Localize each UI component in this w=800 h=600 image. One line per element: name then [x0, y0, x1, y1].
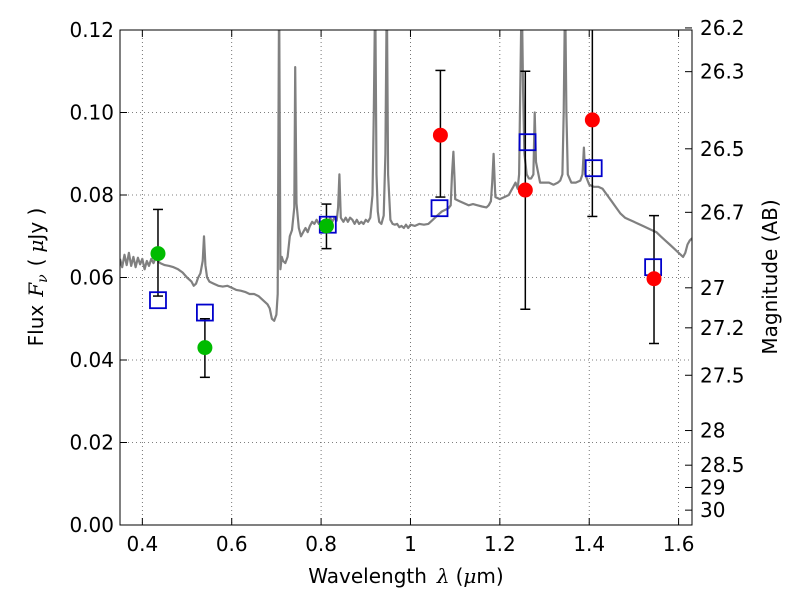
x-tick-label: 1.4 [573, 532, 605, 556]
measured-red-marker [517, 182, 533, 198]
y2-tick-label: 26.5 [700, 137, 745, 161]
y-tick-label: 0.12 [69, 18, 114, 42]
plot-area [120, 30, 692, 322]
y2-tick-label: 26.3 [700, 60, 745, 84]
y2-tick-label: 26.2 [700, 16, 745, 40]
measured-red-marker [432, 127, 448, 143]
y-tick-label: 0.08 [69, 183, 114, 207]
x-tick-label: 0.6 [216, 532, 248, 556]
model-box [518, 133, 537, 152]
plot-background [120, 30, 692, 525]
measured-green-marker [318, 218, 334, 234]
model-box [149, 291, 167, 310]
x-tick-label: 1 [404, 532, 417, 556]
y-axis-title: FluxFν(μJy ) [24, 208, 51, 347]
x-tick-label: 0.4 [126, 532, 158, 556]
x-tick-label: 1.6 [663, 532, 695, 556]
model-box [196, 303, 214, 322]
y2-tick-label: 28 [700, 419, 725, 443]
measured-green-marker [197, 340, 213, 356]
y2-tick-label: 26.7 [700, 200, 745, 224]
y2-tick-label: 29 [700, 475, 725, 499]
y2-tick-label: 27.5 [700, 363, 745, 387]
y-tick-label: 0.06 [69, 266, 114, 290]
measured-red-marker [584, 112, 600, 128]
model-box [584, 159, 603, 178]
y-tick-label: 0.02 [69, 431, 114, 455]
measured-green-marker [150, 246, 166, 262]
y2-axis-title: Magnitude (AB) [758, 199, 782, 354]
y2-tick-label: 27.2 [700, 316, 745, 340]
y-axis-left: 0.00 0.02 0.04 0.06 0.08 0.10 0.12 [69, 18, 127, 537]
measured-red-marker [646, 271, 662, 287]
y2-tick-label: 30 [700, 498, 725, 522]
spectrum-line [120, 30, 692, 322]
y2-tick-label: 27 [700, 276, 725, 300]
x-axis-title: Wavelength λ (μm) [308, 564, 503, 588]
markers-layer [149, 30, 663, 379]
x-tick-label: 0.8 [305, 532, 337, 556]
x-axis: 0.4 0.6 0.8 1 1.2 1.4 1.6 [126, 30, 695, 556]
y-tick-label: 0.00 [69, 513, 114, 537]
model-box [430, 199, 449, 218]
y-tick-label: 0.04 [69, 348, 114, 372]
y2-tick-label: 28.5 [700, 453, 745, 477]
x-tick-label: 1.2 [484, 532, 516, 556]
y-tick-label: 0.10 [69, 101, 114, 125]
